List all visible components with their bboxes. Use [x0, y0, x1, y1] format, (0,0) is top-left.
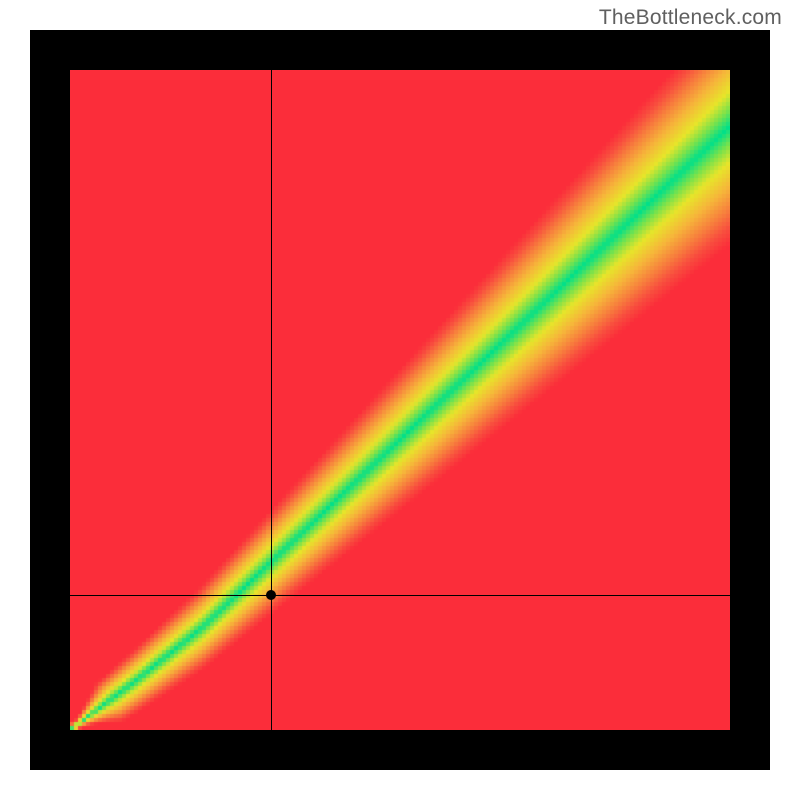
heatmap-canvas	[70, 70, 730, 730]
watermark-text: TheBottleneck.com	[599, 6, 782, 30]
crosshair-horizontal	[70, 595, 730, 596]
marker-dot	[266, 590, 276, 600]
heatmap-plot	[70, 70, 730, 730]
chart-container: TheBottleneck.com	[0, 0, 800, 800]
crosshair-vertical	[271, 70, 272, 730]
chart-frame	[30, 30, 770, 770]
